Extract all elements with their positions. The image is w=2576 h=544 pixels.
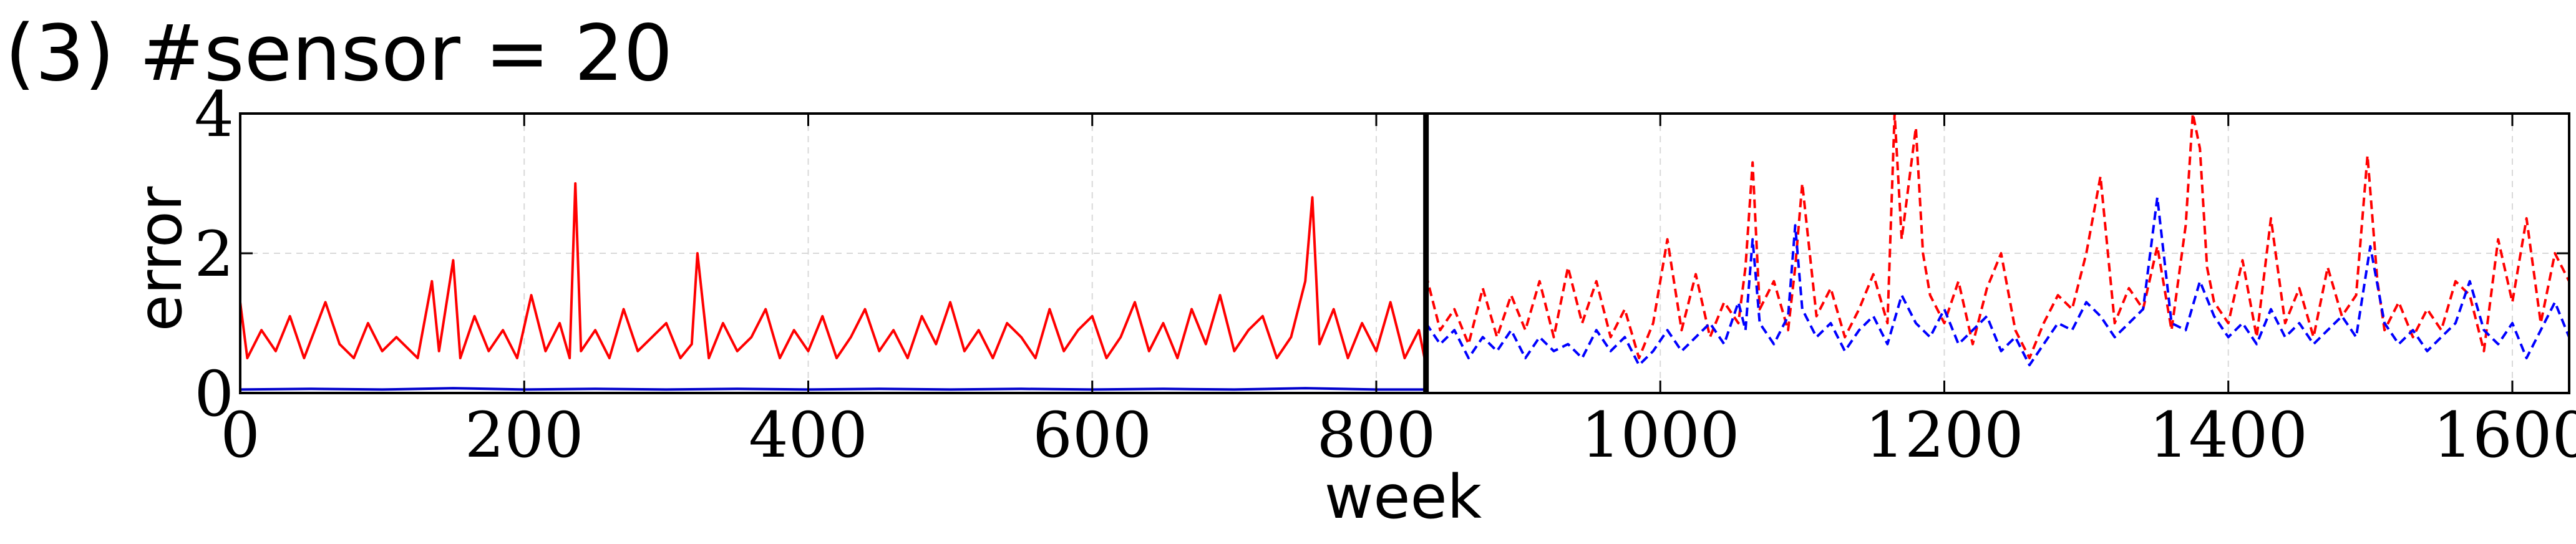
grid-lines xyxy=(240,113,2569,394)
x-tick-label: 400 xyxy=(749,399,868,472)
series-line-3 xyxy=(1424,112,2570,359)
x-tick-label: 600 xyxy=(1033,399,1152,472)
data-series xyxy=(239,112,2570,391)
series-line-4 xyxy=(1424,196,2570,367)
x-tick-label: 1200 xyxy=(1865,399,2024,472)
x-tick-label: 1400 xyxy=(2149,399,2308,472)
x-tick-label: 0 xyxy=(220,399,260,472)
axis-ticks: 0 200 400 600 800 1000 1200 1400 1600 0 2 4 xyxy=(194,78,2576,472)
x-axis-label: week xyxy=(1324,462,1482,532)
chart-title: (3) #sensor = 20 xyxy=(5,9,673,99)
y-axis-label: error xyxy=(125,186,195,331)
x-tick-label: 800 xyxy=(1317,399,1436,472)
x-tick-label: 1000 xyxy=(1581,399,1740,472)
y-tick-label: 0 xyxy=(194,357,234,430)
x-tick-label: 200 xyxy=(465,399,584,472)
series-line-2 xyxy=(240,387,1426,391)
x-tick-label: 1600 xyxy=(2433,399,2576,472)
series-line-1 xyxy=(239,182,1427,366)
y-tick-label: 4 xyxy=(194,78,234,151)
y-tick-label: 2 xyxy=(194,218,234,291)
